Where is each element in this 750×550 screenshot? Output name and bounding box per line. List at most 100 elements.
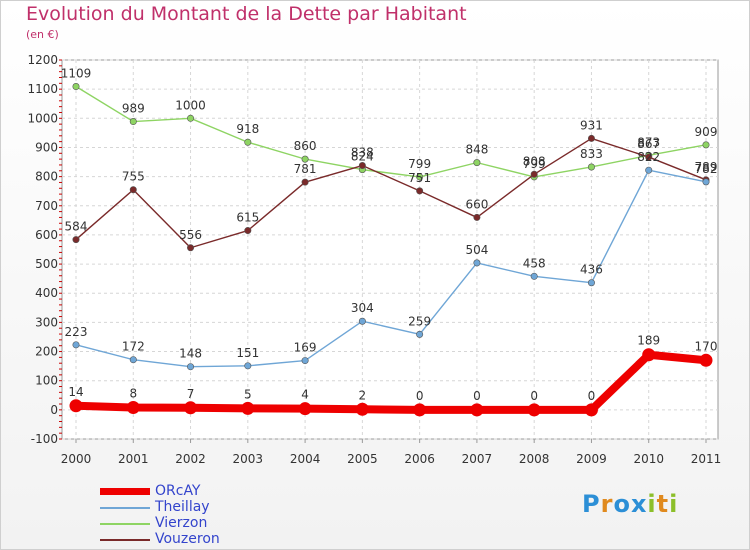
data-point-orcay <box>413 403 427 417</box>
data-label-theillay: 504 <box>465 243 488 257</box>
legend-label-vouzeron: Vouzeron <box>155 531 220 547</box>
data-label-theillay: 304 <box>351 301 374 315</box>
data-label-orcay: 4 <box>301 388 309 402</box>
data-point-vouzeron <box>530 170 538 178</box>
data-label-orcay: 0 <box>530 389 538 403</box>
legend-swatch-theillay <box>100 507 150 509</box>
x-tick-label: 2011 <box>691 452 722 466</box>
data-label-vouzeron: 584 <box>65 220 88 234</box>
logo-letter: i <box>647 490 657 518</box>
x-tick-label: 2000 <box>61 452 92 466</box>
x-tick-label: 2005 <box>347 452 378 466</box>
data-label-vouzeron: 808 <box>523 154 546 168</box>
data-label-vierzon: 860 <box>294 139 317 153</box>
data-point-vierzon <box>244 138 252 146</box>
proxiti-logo: Proxiti <box>582 490 678 518</box>
data-label-orcay: 2 <box>359 388 367 402</box>
series-line-vouzeron <box>75 137 707 249</box>
y-tick-label: 500 <box>35 257 58 271</box>
data-point-orcay <box>527 403 541 417</box>
legend-label-theillay: Theillay <box>155 499 210 515</box>
data-point-theillay <box>129 356 137 364</box>
legend-item-vierzon: Vierzon <box>100 515 300 532</box>
data-point-vierzon <box>301 155 309 163</box>
data-point-orcay <box>298 402 312 416</box>
data-label-vierzon: 833 <box>580 147 603 161</box>
data-label-orcay: 8 <box>129 387 137 401</box>
data-label-vouzeron: 838 <box>351 146 374 160</box>
y-tick-label: 0 <box>50 403 58 417</box>
y-tick-label: 1100 <box>27 82 58 96</box>
legend-label-vierzon: Vierzon <box>155 515 208 531</box>
data-point-vouzeron <box>187 244 195 252</box>
x-tick-label: 2008 <box>519 452 550 466</box>
data-point-vierzon <box>702 141 710 149</box>
x-tick-label: 2010 <box>633 452 664 466</box>
data-label-vouzeron: 931 <box>580 118 603 132</box>
data-point-theillay <box>473 259 481 267</box>
x-tick-label: 2009 <box>576 452 607 466</box>
data-label-vouzeron: 781 <box>294 162 317 176</box>
y-tick-label: 400 <box>35 286 58 300</box>
data-label-vouzeron: 755 <box>122 170 145 184</box>
data-label-theillay: 822 <box>637 150 660 164</box>
data-point-orcay <box>584 403 598 417</box>
data-point-theillay <box>702 178 710 186</box>
y-tick-label: -100 <box>31 432 58 446</box>
chart-subtitle: (en €) <box>26 28 59 41</box>
data-point-theillay <box>530 272 538 280</box>
data-point-vierzon <box>72 83 80 91</box>
data-point-orcay <box>69 399 83 413</box>
data-label-orcay: 189 <box>637 334 660 348</box>
data-point-orcay <box>470 403 484 417</box>
data-point-theillay <box>244 362 252 370</box>
data-label-vierzon: 1000 <box>175 98 206 112</box>
data-point-vouzeron <box>72 236 80 244</box>
data-label-vierzon: 848 <box>465 143 488 157</box>
data-point-vouzeron <box>244 227 252 235</box>
data-point-vouzeron <box>301 178 309 186</box>
y-tick-label: 700 <box>35 199 58 213</box>
data-label-vouzeron: 751 <box>408 171 431 185</box>
data-label-theillay: 169 <box>294 341 317 355</box>
legend-swatch-vouzeron <box>100 539 150 541</box>
data-point-theillay <box>587 279 595 287</box>
data-point-vierzon <box>129 118 137 126</box>
y-tick-label: 800 <box>35 170 58 184</box>
data-point-vierzon <box>473 159 481 167</box>
y-tick-label: 100 <box>35 374 58 388</box>
data-point-vierzon <box>587 163 595 171</box>
data-label-theillay: 151 <box>236 346 259 360</box>
data-label-theillay: 436 <box>580 263 603 277</box>
x-tick-label: 2002 <box>175 452 206 466</box>
logo-letter: r <box>600 490 614 518</box>
data-point-theillay <box>187 363 195 371</box>
data-label-vouzeron: 789 <box>695 160 718 174</box>
data-point-vouzeron <box>645 153 653 161</box>
y-tick-label: 600 <box>35 228 58 242</box>
x-tick-label: 2003 <box>233 452 264 466</box>
series-line-vierzon <box>75 85 707 178</box>
series-line-theillay <box>75 169 707 368</box>
data-point-orcay <box>699 353 713 367</box>
data-label-theillay: 458 <box>523 256 546 270</box>
data-label-theillay: 259 <box>408 314 431 328</box>
data-label-vouzeron: 615 <box>236 211 259 225</box>
y-tick-label: 300 <box>35 315 58 329</box>
legend-swatch-vierzon <box>100 523 150 525</box>
data-point-vierzon <box>187 114 195 122</box>
data-point-vouzeron <box>416 187 424 195</box>
data-label-vouzeron: 867 <box>637 137 660 151</box>
y-tick-label: 1200 <box>27 53 58 67</box>
data-label-theillay: 782 <box>695 162 718 176</box>
data-point-vierzon <box>416 173 424 181</box>
legend-item-vouzeron: Vouzeron <box>100 531 300 548</box>
data-label-orcay: 0 <box>588 389 596 403</box>
data-label-vierzon: 799 <box>408 157 431 171</box>
legend-swatch-orcay <box>100 488 150 495</box>
data-label-vierzon: 1109 <box>61 67 92 81</box>
legend-item-theillay: Theillay <box>100 499 300 516</box>
data-label-orcay: 14 <box>68 385 83 399</box>
y-tick-label: 1000 <box>27 111 58 125</box>
data-label-orcay: 0 <box>473 389 481 403</box>
